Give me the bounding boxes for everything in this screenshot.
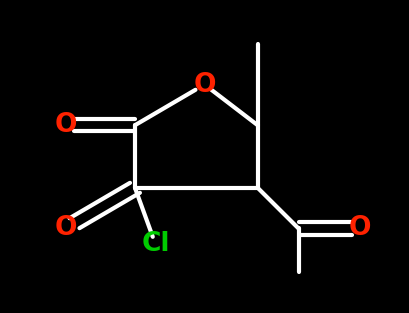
Text: O: O [348,215,371,242]
Text: O: O [193,71,216,98]
Text: Cl: Cl [141,231,170,257]
Text: O: O [54,215,77,242]
Text: O: O [54,112,77,138]
